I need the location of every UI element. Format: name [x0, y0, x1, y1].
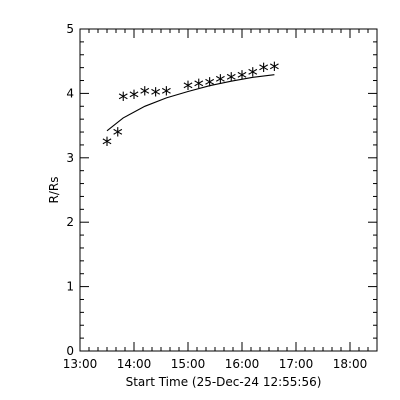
data-point: *	[215, 70, 225, 94]
data-point: *	[140, 83, 150, 107]
data-point: *	[226, 69, 236, 93]
data-point: *	[237, 67, 247, 91]
data-points: * ** * * * * * * * * * * * * *	[102, 58, 279, 157]
data-point: *	[151, 83, 161, 107]
plot-frame	[79, 28, 378, 352]
x-tick-label: 18:00	[333, 357, 368, 371]
data-point: *	[269, 58, 279, 82]
x-tick-label: 16:00	[225, 357, 260, 371]
tick-labels: 13:00 14:00 15:00 16:00 17:00 18:00 0 1 2 3 4 5	[63, 22, 368, 371]
y-tick-label: 4	[66, 86, 74, 100]
data-point: *	[205, 74, 215, 98]
x-tick-label: 15:00	[171, 357, 206, 371]
x-tick-label: 14:00	[117, 357, 152, 371]
data-point: *	[129, 86, 139, 110]
data-point: *	[194, 75, 204, 99]
tick-marks	[79, 28, 378, 352]
y-tick-label: 2	[66, 215, 74, 229]
y-tick-label: 0	[66, 344, 74, 358]
x-tick-label: 17:00	[279, 357, 314, 371]
data-point: *	[259, 59, 269, 83]
y-tick-label: 3	[66, 151, 74, 165]
y-axis-label: R/Rs	[47, 177, 61, 204]
fit-curve	[106, 74, 275, 132]
data-point: *	[161, 83, 171, 107]
data-point: *	[183, 77, 193, 101]
data-point: *	[113, 123, 123, 147]
data-point: *	[102, 133, 112, 157]
x-tick-label: 13:00	[63, 357, 98, 371]
x-axis-label: Start Time (25-Dec-24 12:55:56)	[126, 375, 322, 389]
y-tick-label: 1	[66, 280, 74, 294]
data-point: *	[248, 63, 258, 87]
y-tick-label: 5	[66, 22, 74, 36]
data-point: *	[118, 88, 128, 112]
